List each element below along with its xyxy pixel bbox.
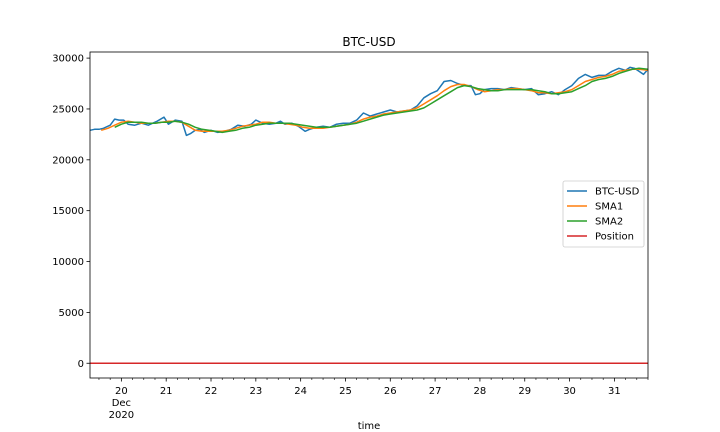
y-tick-label: 25000 [52,104,84,115]
x-tick-label: 20 [115,386,128,397]
series-line-sma2 [114,67,649,134]
y-tick-label: 30000 [52,54,84,65]
x-tick-label: 26 [384,386,397,397]
x-tick-label: 24 [294,386,307,397]
y-tick-label: 5000 [59,308,84,319]
x-tick-label: 27 [429,386,442,397]
legend-entry-label: Position [595,232,634,243]
legend-entry-label: BTC-USD [595,187,640,198]
series-line-btc-usd [89,66,649,137]
chart-title: BTC-USD [342,35,395,49]
x-tick-label: 21 [160,386,173,397]
legend: BTC-USD SMA1 SMA2 Position [562,180,645,248]
y-tick-label: 0 [78,359,84,370]
y-axis: 0 5000 10000 15000 20000 25000 30000 [52,54,90,370]
plot-frame [89,51,649,379]
x-tick-label: 25 [339,386,352,397]
x-tick-sublabel-year: 2020 [109,410,134,421]
series-layer [89,66,649,365]
y-tick-label: 15000 [52,206,84,217]
y-tick-label: 10000 [52,257,84,268]
x-tick-label: 31 [608,386,621,397]
legend-entry-label: SMA1 [595,202,623,213]
x-tick-sublabel-month: Dec [112,398,131,409]
legend-box [562,180,645,248]
legend-entry-label: SMA2 [595,217,623,228]
x-tick-label: 28 [474,386,487,397]
x-tick-label: 22 [205,386,218,397]
x-tick-label: 29 [518,386,531,397]
y-tick-label: 20000 [52,155,84,166]
x-axis-label: time [358,421,381,432]
x-tick-label: 30 [563,386,576,397]
x-tick-label: 23 [249,386,262,397]
